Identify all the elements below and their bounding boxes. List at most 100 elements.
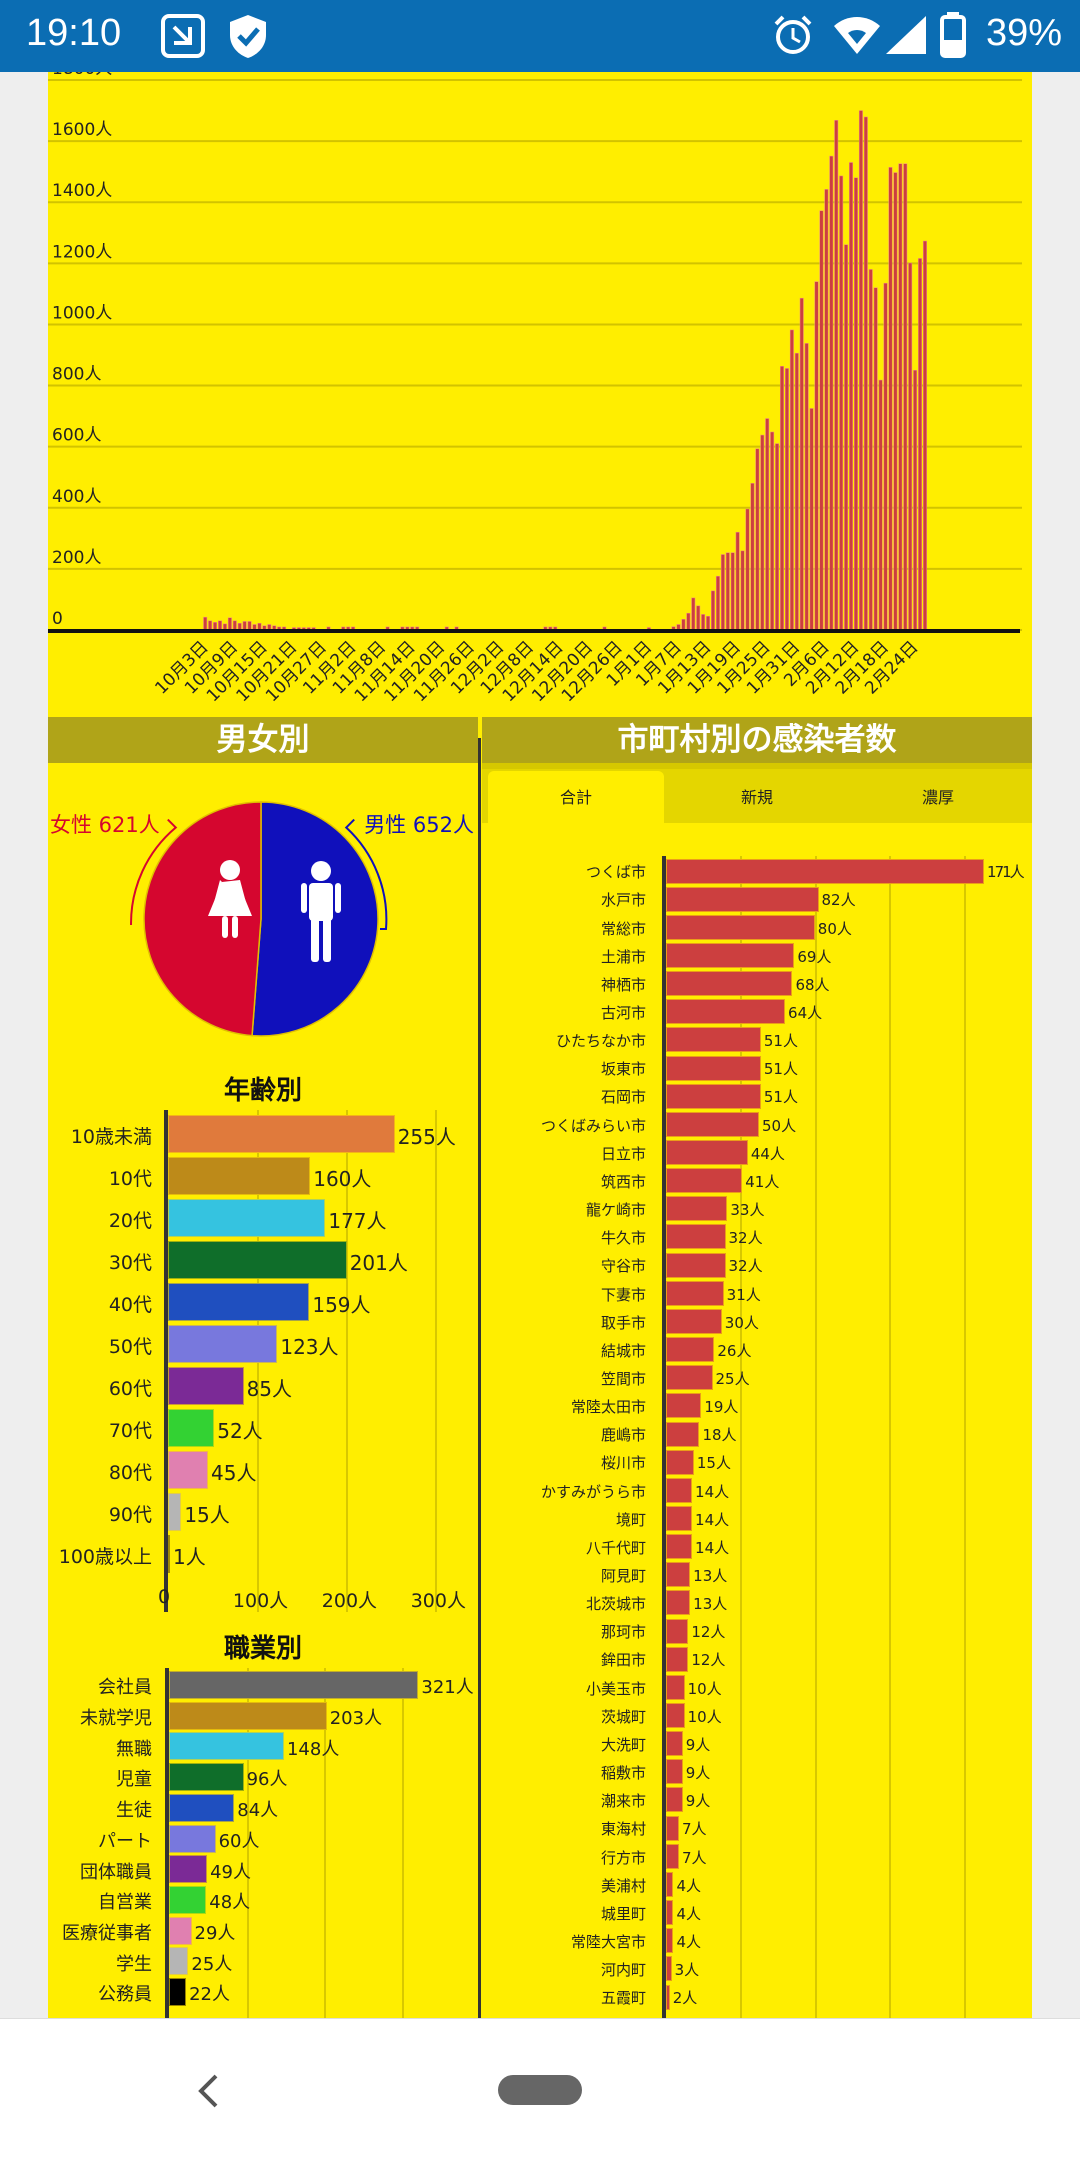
value-label: 25人 [715, 1369, 750, 1388]
bar [169, 1978, 187, 2006]
bar [169, 1824, 216, 1853]
value-label: 50人 [762, 1116, 797, 1135]
daily-bar [257, 623, 262, 631]
category-label: 30代 [108, 1251, 152, 1274]
value-label: 48人 [209, 1892, 251, 1914]
battery-icon [940, 12, 966, 58]
gridline [814, 856, 817, 2018]
value-label: 203人 [329, 1708, 383, 1729]
daily-bar [706, 616, 711, 631]
daily-bar [923, 240, 927, 631]
y-tick-label: 800人 [52, 365, 101, 385]
value-label: 321人 [421, 1677, 474, 1699]
category-label: 60代 [108, 1377, 152, 1400]
status-time: 19:10 [26, 12, 122, 54]
bar [169, 1732, 284, 1761]
value-label: 177人 [328, 1209, 387, 1233]
bar [666, 1168, 743, 1194]
daily-bar [691, 597, 696, 631]
bar [168, 1493, 182, 1531]
category-label: 神栖市 [600, 975, 646, 994]
tab-total[interactable]: 合計 [488, 771, 664, 823]
bar [666, 1618, 689, 1644]
y-tick-label: 1600人 [52, 120, 112, 140]
daily-bar [701, 614, 706, 631]
category-label: 70代 [108, 1419, 152, 1442]
daily-bar [794, 352, 799, 631]
category-label: 城里町 [600, 1904, 646, 1923]
value-label: 19人 [704, 1398, 739, 1417]
bar [169, 1763, 244, 1792]
bar [666, 1900, 674, 1926]
category-label: 桜川市 [600, 1454, 646, 1473]
value-label: 14人 [695, 1510, 730, 1529]
value-label: 159人 [312, 1293, 371, 1317]
municipal-section-header: 市町村別の感染者数 [482, 717, 1032, 763]
daily-bar [819, 210, 824, 631]
gridline [345, 1110, 348, 1612]
y-tick-label: 400人 [52, 487, 101, 507]
x-tick-label: 100人 [232, 1590, 289, 1612]
value-label: 4人 [676, 1876, 701, 1895]
daily-bar [903, 163, 908, 631]
bar [666, 1196, 728, 1222]
daily-bar [770, 431, 775, 631]
value-label: 4人 [676, 1932, 701, 1951]
bar [666, 886, 819, 912]
daily-bar [711, 590, 715, 631]
value-label: 15人 [184, 1503, 230, 1527]
female-icon [208, 860, 252, 938]
daily-bar [799, 297, 804, 631]
battery-percent: 39% [985, 12, 1062, 54]
bar [168, 1283, 310, 1321]
bar [666, 971, 793, 997]
tab-new[interactable]: 新規 [740, 788, 773, 807]
gridline [324, 1668, 327, 2018]
daily-bar [883, 282, 888, 631]
alarm-icon [774, 15, 812, 54]
value-label: 52人 [217, 1419, 263, 1443]
male-label: 男性 652人 [364, 813, 474, 837]
daily-bar [232, 620, 237, 631]
category-label: 100歳以上 [58, 1545, 152, 1568]
gender-section-header: 男女別 [48, 717, 478, 763]
home-pill-button[interactable] [498, 2075, 582, 2105]
bar [169, 1947, 189, 1976]
tab-close-contact[interactable]: 濃厚 [921, 788, 954, 807]
daily-bar [247, 621, 252, 631]
status-bar: 19:10 39% [0, 0, 1080, 72]
category-label: 鹿嶋市 [600, 1426, 646, 1445]
gridline [740, 856, 743, 2018]
bar [666, 1083, 761, 1109]
back-chevron-icon[interactable] [196, 2073, 220, 2109]
value-label: 255人 [397, 1125, 456, 1149]
value-label: 160人 [313, 1167, 372, 1191]
bar [666, 942, 795, 968]
category-label: 阿見町 [600, 1567, 646, 1585]
category-label: 河内町 [600, 1961, 646, 1980]
value-label: 13人 [693, 1567, 728, 1585]
y-axis [165, 1668, 169, 2018]
category-label: 龍ケ崎市 [585, 1201, 646, 1220]
category-label: 稲敷市 [600, 1764, 646, 1783]
category-label: 10代 [108, 1167, 152, 1190]
category-label: 笠間市 [600, 1369, 646, 1388]
age-chart-title: 年齢別 [223, 1076, 302, 1106]
value-label: 80人 [817, 919, 852, 938]
bar [666, 1421, 700, 1447]
daily-bar [730, 552, 735, 631]
shield-check-icon [230, 15, 266, 58]
bar [666, 1111, 759, 1137]
daily-bar [789, 329, 794, 631]
bar [666, 1674, 685, 1700]
category-label: 公務員 [98, 1984, 152, 2006]
value-label: 201人 [349, 1251, 408, 1275]
value-label: 85人 [246, 1377, 293, 1401]
value-label: 44人 [750, 1144, 785, 1163]
y-tick-label: 200人 [52, 548, 101, 568]
y-tick-label: 600人 [52, 426, 101, 446]
value-label: 32人 [728, 1229, 763, 1248]
female-label: 女性 621人 [50, 813, 160, 837]
category-label: 無職 [116, 1738, 152, 1760]
male-icon [301, 861, 341, 962]
